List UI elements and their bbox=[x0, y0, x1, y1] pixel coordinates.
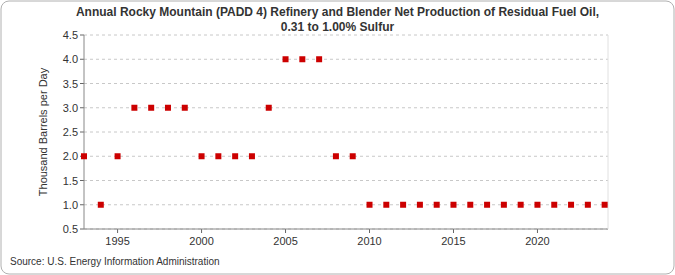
point bbox=[518, 202, 524, 208]
tick-label: 2020 bbox=[525, 235, 549, 247]
tick-label: 4.0 bbox=[63, 53, 78, 65]
point bbox=[484, 202, 490, 208]
tick bbox=[537, 229, 538, 233]
point bbox=[316, 56, 322, 62]
chart: Annual Rocky Mountain (PADD 4) Refinery … bbox=[0, 0, 675, 275]
tick-label: 2015 bbox=[441, 235, 465, 247]
tick-label: 1.5 bbox=[63, 175, 78, 187]
tick-label: 3.0 bbox=[63, 102, 78, 114]
point bbox=[81, 153, 87, 159]
tick-label: 3.5 bbox=[63, 78, 78, 90]
tick bbox=[117, 229, 118, 233]
title-line: Annual Rocky Mountain (PADD 4) Refinery … bbox=[76, 5, 599, 19]
point bbox=[350, 153, 356, 159]
tick bbox=[80, 107, 84, 108]
grid-line bbox=[84, 59, 608, 60]
point bbox=[417, 202, 423, 208]
tick bbox=[80, 35, 84, 36]
point bbox=[232, 153, 238, 159]
points bbox=[81, 56, 608, 208]
point bbox=[215, 153, 221, 159]
tick-label: 2.0 bbox=[63, 150, 78, 162]
grid-line bbox=[84, 35, 608, 36]
x-axis bbox=[84, 229, 608, 230]
point bbox=[249, 153, 255, 159]
point bbox=[383, 202, 389, 208]
point bbox=[266, 105, 272, 111]
point bbox=[333, 153, 339, 159]
point bbox=[534, 202, 540, 208]
tick-label: 2000 bbox=[189, 235, 213, 247]
point bbox=[400, 202, 406, 208]
tick-label: 4.5 bbox=[63, 29, 78, 41]
point bbox=[602, 202, 608, 208]
point bbox=[501, 202, 507, 208]
tick bbox=[369, 229, 370, 233]
point bbox=[568, 202, 574, 208]
y-axis-label: Thousand Barrels per Day bbox=[37, 67, 49, 196]
point bbox=[367, 202, 373, 208]
tick bbox=[80, 83, 84, 84]
title: Annual Rocky Mountain (PADD 4) Refinery … bbox=[76, 5, 599, 34]
tick bbox=[453, 229, 454, 233]
tick-label: 2010 bbox=[357, 235, 381, 247]
grid-line bbox=[84, 180, 608, 181]
tick-label: 0.5 bbox=[63, 223, 78, 235]
point bbox=[434, 202, 440, 208]
tick bbox=[80, 204, 84, 205]
point bbox=[165, 105, 171, 111]
tick bbox=[201, 229, 202, 233]
tick-label: 1.0 bbox=[63, 199, 78, 211]
grid-line bbox=[84, 107, 608, 108]
tick bbox=[80, 132, 84, 133]
tick-label: 1995 bbox=[105, 235, 129, 247]
grid-line bbox=[84, 83, 608, 84]
plot-edge bbox=[608, 35, 609, 229]
frame bbox=[1, 1, 674, 274]
point bbox=[450, 202, 456, 208]
point bbox=[551, 202, 557, 208]
y-axis bbox=[84, 35, 85, 229]
grid-line bbox=[84, 229, 608, 230]
point bbox=[585, 202, 591, 208]
tick bbox=[80, 180, 84, 181]
tick bbox=[80, 59, 84, 60]
point bbox=[299, 56, 305, 62]
grid-line bbox=[84, 204, 608, 205]
point bbox=[148, 105, 154, 111]
tick bbox=[285, 229, 286, 233]
point bbox=[182, 105, 188, 111]
tick-label: 2.5 bbox=[63, 126, 78, 138]
title-line: 0.31 to 1.00% Sulfur bbox=[281, 20, 395, 34]
tick bbox=[80, 229, 84, 230]
tick-label: 2005 bbox=[273, 235, 297, 247]
point bbox=[467, 202, 473, 208]
point bbox=[283, 56, 289, 62]
grid-line bbox=[84, 132, 608, 133]
grid-line bbox=[84, 156, 608, 157]
point bbox=[115, 153, 121, 159]
source: Source: U.S. Energy Information Administ… bbox=[10, 256, 220, 267]
point bbox=[131, 105, 137, 111]
point bbox=[199, 153, 205, 159]
point bbox=[98, 202, 104, 208]
